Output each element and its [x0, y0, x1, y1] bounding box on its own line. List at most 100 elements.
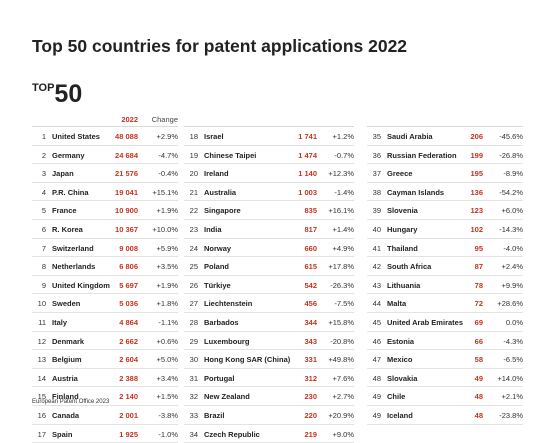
rank-number: 11 — [32, 318, 46, 327]
rank-number: 2 — [32, 151, 46, 160]
country-name: Russian Federation — [387, 151, 457, 160]
change-percent: -26.8% — [499, 151, 523, 160]
change-percent: +15.8% — [328, 318, 354, 327]
change-percent: -0.4% — [158, 169, 178, 178]
footer-source: European Patent Office 2023 — [32, 399, 109, 405]
change-percent: -45.6% — [499, 132, 523, 141]
change-percent: +9.0% — [333, 430, 354, 439]
change-percent: +0.6% — [157, 337, 178, 346]
change-percent: -6.5% — [503, 355, 523, 364]
change-percent: +10.0% — [152, 225, 178, 234]
application-count: 9 008 — [119, 244, 138, 253]
badge-number: 50 — [54, 80, 82, 108]
change-percent: +2.7% — [333, 392, 354, 401]
rank-number: 34 — [184, 430, 198, 439]
rank-number: 36 — [367, 151, 381, 160]
country-name: Liechtenstein — [204, 299, 252, 308]
application-count: 87 — [475, 262, 483, 271]
change-percent: +49.8% — [328, 355, 354, 364]
country-name: Sweden — [52, 299, 80, 308]
change-percent: -20.8% — [330, 337, 354, 346]
country-name: France — [52, 206, 77, 215]
country-name: Israel — [204, 132, 224, 141]
application-count: 4 864 — [119, 318, 138, 327]
application-count: 48 — [475, 411, 483, 420]
application-count: 220 — [304, 411, 317, 420]
application-count: 5 036 — [119, 299, 138, 308]
application-count: 456 — [304, 299, 317, 308]
application-count: 199 — [470, 151, 483, 160]
rank-number: 18 — [184, 132, 198, 141]
country-name: Malta — [387, 299, 406, 308]
page-title: Top 50 countries for patent applications… — [32, 36, 407, 57]
rank-number: 12 — [32, 337, 46, 346]
rank-number: 29 — [184, 337, 198, 346]
application-count: 1 925 — [119, 430, 138, 439]
country-name: Belgium — [52, 355, 82, 364]
change-percent: -1.4% — [334, 188, 354, 197]
application-count: 10 900 — [115, 206, 138, 215]
rank-number: 30 — [184, 355, 198, 364]
change-percent: +5.9% — [157, 244, 178, 253]
application-count: 102 — [470, 225, 483, 234]
application-count: 6 806 — [119, 262, 138, 271]
application-count: 136 — [470, 188, 483, 197]
application-count: 2 388 — [119, 374, 138, 383]
application-count: 2 604 — [119, 355, 138, 364]
application-count: 49 — [475, 374, 483, 383]
rank-number: 9 — [32, 281, 46, 290]
application-count: 195 — [470, 169, 483, 178]
country-name: Thailand — [387, 244, 418, 253]
rank-number: 42 — [367, 262, 381, 271]
application-count: 78 — [475, 281, 483, 290]
country-name: Denmark — [52, 337, 84, 346]
rank-number: 48 — [367, 374, 381, 383]
application-count: 835 — [304, 206, 317, 215]
header-change: Change — [152, 115, 178, 124]
change-percent: -7.5% — [334, 299, 354, 308]
change-percent: -8.9% — [503, 169, 523, 178]
country-name: P.R. China — [52, 188, 89, 197]
country-name: Switzerland — [52, 244, 94, 253]
change-percent: +1.2% — [333, 132, 354, 141]
application-count: 1 741 — [298, 132, 317, 141]
change-percent: +2.4% — [502, 262, 523, 271]
country-name: Chinese Taipei — [204, 151, 256, 160]
application-count: 312 — [304, 374, 317, 383]
country-name: Saudi Arabia — [387, 132, 433, 141]
application-count: 72 — [475, 299, 483, 308]
rank-number: 22 — [184, 206, 198, 215]
rank-number: 6 — [32, 225, 46, 234]
column-header — [184, 112, 354, 127]
rank-number: 32 — [184, 392, 198, 401]
badge-top-text: TOP — [32, 82, 54, 94]
rank-number: 39 — [367, 206, 381, 215]
change-percent: +15.1% — [152, 188, 178, 197]
application-count: 123 — [470, 206, 483, 215]
application-count: 343 — [304, 337, 317, 346]
country-name: Slovenia — [387, 206, 418, 215]
rank-number: 20 — [184, 169, 198, 178]
rank-number: 8 — [32, 262, 46, 271]
change-percent: +4.9% — [333, 244, 354, 253]
change-percent: +1.9% — [157, 281, 178, 290]
application-count: 1 140 — [298, 169, 317, 178]
change-percent: +14.0% — [497, 374, 523, 383]
rank-number: 4 — [32, 188, 46, 197]
rank-number: 1 — [32, 132, 46, 141]
